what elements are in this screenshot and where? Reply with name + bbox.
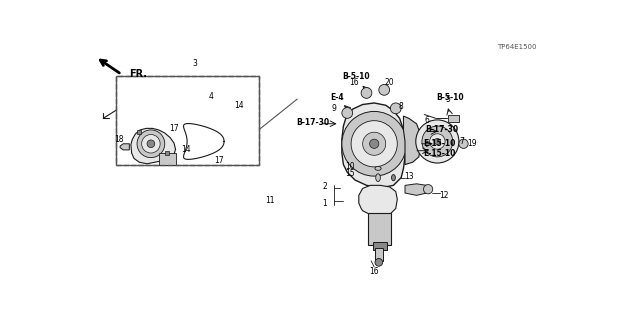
Circle shape [422, 126, 452, 157]
Circle shape [379, 85, 390, 95]
Bar [116, 76, 259, 165]
Ellipse shape [158, 108, 164, 118]
Circle shape [342, 111, 406, 176]
Polygon shape [120, 144, 129, 150]
Text: 4: 4 [209, 92, 213, 100]
Circle shape [435, 138, 440, 145]
Text: 6: 6 [424, 116, 429, 125]
Ellipse shape [238, 99, 244, 108]
Circle shape [363, 132, 386, 155]
Text: 1: 1 [323, 198, 327, 208]
Bar [137, 130, 141, 134]
Circle shape [131, 108, 143, 121]
Text: 7: 7 [460, 137, 465, 146]
Text: 15: 15 [346, 169, 355, 178]
Bar [164, 151, 168, 154]
Polygon shape [163, 102, 250, 133]
Text: TP64E1500: TP64E1500 [497, 44, 536, 50]
Text: 8: 8 [399, 102, 404, 111]
Circle shape [134, 111, 140, 118]
Text: 17: 17 [214, 156, 223, 165]
Text: 12: 12 [439, 191, 448, 200]
Text: E-15-10: E-15-10 [424, 149, 456, 158]
Circle shape [390, 103, 401, 114]
Text: B-17-30: B-17-30 [426, 125, 458, 134]
Text: 19: 19 [467, 138, 477, 147]
Text: 14: 14 [182, 145, 191, 154]
Circle shape [416, 120, 459, 163]
Circle shape [351, 121, 397, 167]
Polygon shape [131, 128, 175, 164]
Circle shape [369, 139, 379, 148]
Text: 13: 13 [404, 172, 413, 181]
Bar [448, 115, 459, 122]
Text: 11: 11 [266, 196, 275, 205]
Circle shape [137, 130, 164, 158]
Ellipse shape [244, 118, 248, 126]
Circle shape [147, 140, 155, 148]
Polygon shape [403, 116, 420, 165]
Bar [159, 153, 175, 165]
Bar [375, 249, 383, 261]
Text: 20: 20 [384, 78, 394, 87]
Ellipse shape [375, 167, 381, 170]
Circle shape [424, 185, 433, 194]
Ellipse shape [239, 101, 243, 107]
Circle shape [375, 258, 383, 266]
Ellipse shape [243, 117, 249, 128]
Text: 2: 2 [323, 182, 327, 191]
Text: 5: 5 [445, 95, 451, 104]
Text: 16: 16 [369, 267, 379, 276]
Circle shape [429, 134, 445, 149]
Bar [116, 76, 259, 165]
Ellipse shape [238, 117, 244, 128]
Bar [368, 213, 391, 245]
Ellipse shape [150, 108, 156, 118]
Text: 18: 18 [114, 135, 124, 144]
Circle shape [459, 139, 468, 148]
Polygon shape [124, 101, 151, 128]
Text: B-17-30: B-17-30 [296, 118, 329, 127]
Text: FR.: FR. [129, 69, 147, 79]
Text: B-5-10: B-5-10 [342, 71, 369, 80]
Text: 3: 3 [193, 59, 197, 68]
Text: E-15-10: E-15-10 [424, 138, 456, 147]
Text: B-5-10: B-5-10 [436, 93, 463, 102]
Ellipse shape [376, 174, 380, 182]
Text: E-4: E-4 [330, 93, 344, 102]
Ellipse shape [151, 109, 155, 117]
Circle shape [141, 135, 160, 153]
Polygon shape [359, 185, 397, 216]
Polygon shape [342, 103, 405, 188]
Text: 14: 14 [235, 101, 244, 110]
Text: 10: 10 [345, 162, 355, 171]
Circle shape [361, 87, 372, 98]
Bar [372, 242, 387, 250]
Circle shape [342, 108, 353, 118]
Polygon shape [405, 184, 427, 195]
Text: 9: 9 [332, 104, 337, 113]
Text: 17: 17 [169, 124, 179, 133]
Text: 16: 16 [349, 78, 359, 87]
Ellipse shape [392, 174, 396, 181]
